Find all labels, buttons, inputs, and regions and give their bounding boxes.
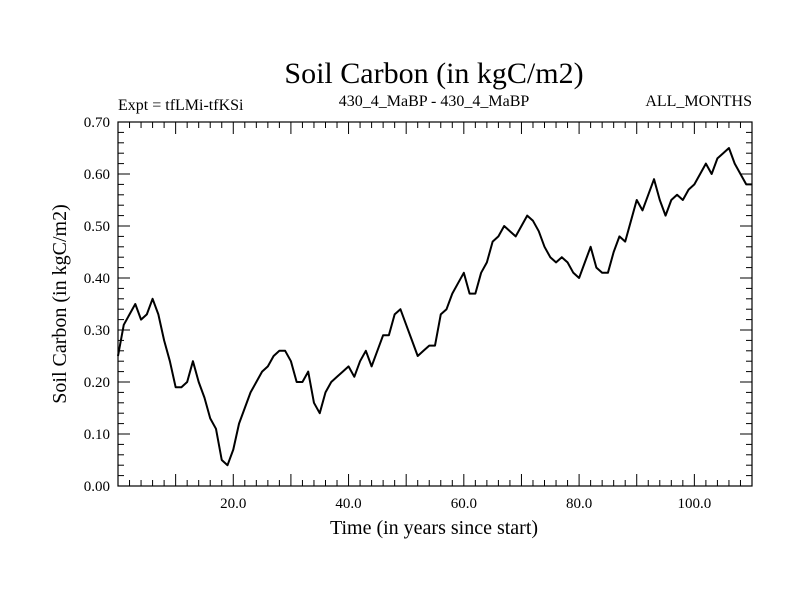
- months-label: ALL_MONTHS: [645, 93, 752, 110]
- x-axis-ticks: [129, 122, 741, 486]
- y-tick-label: 0.50: [84, 219, 110, 235]
- y-tick-label: 0.60: [84, 167, 110, 183]
- x-tick-label: 40.0: [335, 496, 361, 512]
- x-axis-label: Time (in years since start): [330, 517, 538, 539]
- y-tick-label: 0.00: [84, 479, 110, 495]
- y-tick-label: 0.20: [84, 375, 110, 391]
- x-tick-label: 100.0: [677, 496, 711, 512]
- y-tick-label: 0.30: [84, 323, 110, 339]
- y-tick-label: 0.10: [84, 427, 110, 443]
- y-axis-tick-labels: 0.00 0.10 0.20 0.30 0.40 0.50 0.60 0.70: [84, 115, 110, 495]
- experiment-label: Expt = tfLMi-tfKSi: [118, 97, 244, 114]
- soil-carbon-line: [117, 147, 752, 467]
- chart-title: Soil Carbon (in kgC/m2): [284, 57, 583, 90]
- y-tick-label: 0.40: [84, 271, 110, 287]
- y-axis-label: Soil Carbon (in kgC/m2): [49, 204, 71, 403]
- period-label: 430_4_MaBP - 430_4_MaBP: [339, 93, 530, 110]
- plot-frame: [117, 121, 753, 487]
- y-tick-label: 0.70: [84, 115, 110, 131]
- x-tick-label: 80.0: [566, 496, 592, 512]
- y-axis-ticks: [118, 131, 752, 477]
- x-axis-tick-labels: 20.0 40.0 60.0 80.0 100.0: [220, 496, 711, 512]
- x-tick-label: 60.0: [451, 496, 477, 512]
- x-tick-label: 20.0: [220, 496, 246, 512]
